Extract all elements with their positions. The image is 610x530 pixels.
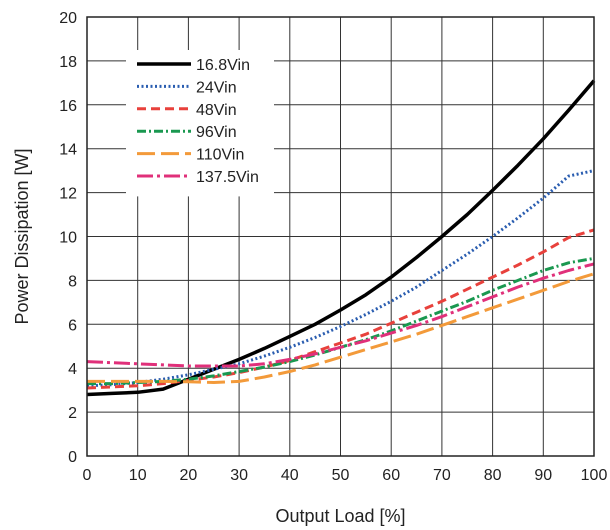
- y-tick-label: 0: [68, 449, 77, 466]
- x-tick-label: 40: [281, 467, 299, 484]
- x-tick-label: 100: [581, 467, 608, 484]
- x-tick-label: 70: [433, 467, 451, 484]
- legend-box: [126, 50, 274, 197]
- x-tick-labels: 0 10 20 30 40 50 60 70 80 90 100: [83, 467, 608, 484]
- legend-label: 137.5Vin: [196, 169, 259, 186]
- legend-label: 16.8Vin: [196, 57, 250, 74]
- y-tick-label: 4: [68, 361, 77, 378]
- y-tick-labels: 0 2 4 6 8 10 12 14 16 18 20: [59, 10, 77, 466]
- y-tick-label: 14: [59, 142, 77, 159]
- y-axis-label: Power Dissipation [W]: [12, 148, 32, 324]
- y-tick-label: 12: [59, 186, 77, 203]
- x-tick-label: 10: [129, 467, 147, 484]
- y-tick-label: 6: [68, 317, 77, 334]
- x-tick-label: 50: [332, 467, 350, 484]
- x-tick-label: 90: [534, 467, 552, 484]
- y-tick-label: 20: [59, 10, 77, 27]
- legend-label: 96Vin: [196, 124, 237, 141]
- x-tick-label: 0: [83, 467, 92, 484]
- y-tick-label: 8: [68, 273, 77, 290]
- legend-label: 48Vin: [196, 102, 237, 119]
- series-line-24vin: [86, 169, 595, 388]
- x-axis-label: Output Load [%]: [275, 506, 405, 526]
- x-tick-label: 60: [382, 467, 400, 484]
- series-line-16-8vin: [86, 79, 596, 397]
- legend: 16.8Vin 24Vin 48Vin 96Vin 110Vin 137.5Vin: [126, 50, 274, 197]
- y-tick-label: 16: [59, 98, 77, 115]
- x-tick-label: 30: [230, 467, 248, 484]
- y-tick-label: 18: [59, 54, 77, 71]
- series-line-110vin: [87, 272, 595, 384]
- x-tick-label: 20: [180, 467, 198, 484]
- plot-frame: [86, 16, 595, 457]
- y-tick-label: 2: [68, 405, 77, 422]
- x-tick-label: 80: [484, 467, 502, 484]
- series-lines: [86, 79, 596, 397]
- legend-label: 24Vin: [196, 79, 237, 96]
- legend-label: 110Vin: [196, 147, 244, 164]
- y-tick-label: 10: [59, 230, 77, 247]
- series-line-137-5vin: [86, 262, 595, 368]
